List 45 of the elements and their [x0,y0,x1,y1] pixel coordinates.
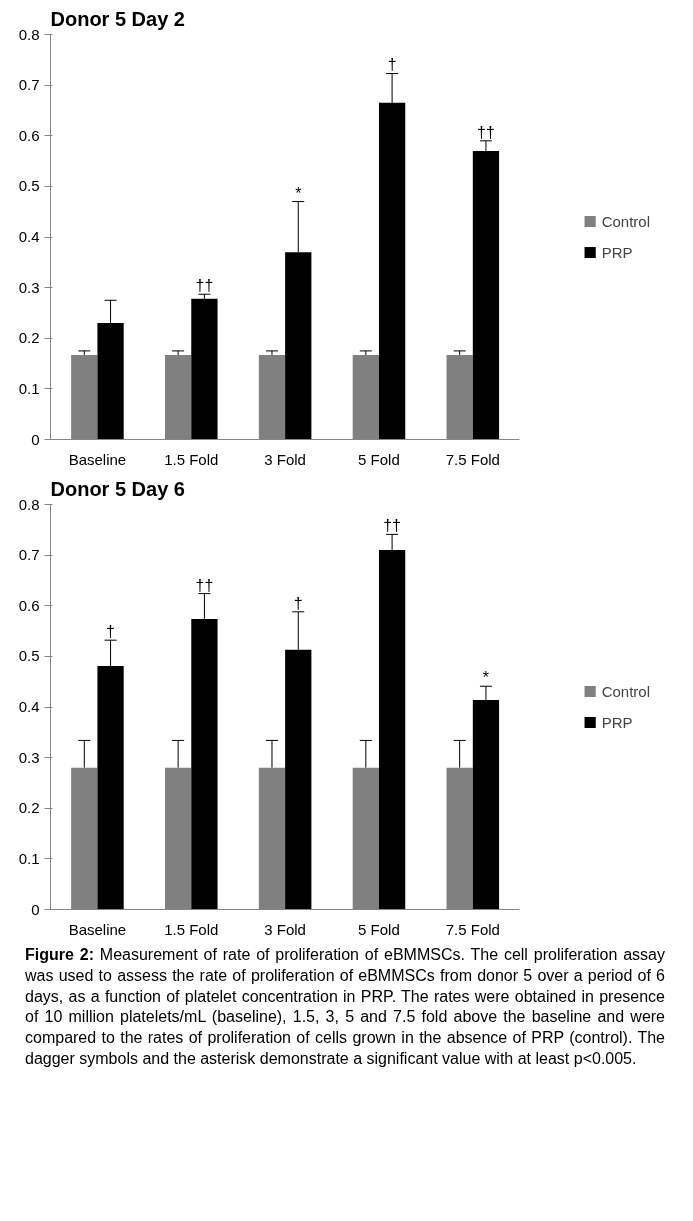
chart-title: Donor 5 Day 2 [50,7,185,30]
y-tick-label: 0.3 [18,748,40,766]
y-tick-label: 0 [31,430,40,448]
y-tick-label: 0.4 [18,698,40,715]
bar [191,298,218,440]
x-tick-label: 3 Fold [264,920,306,938]
data-label: †† [195,576,214,594]
x-tick-label: 7.5 Fold [445,450,500,468]
y-tick-label: 0.5 [18,647,40,665]
x-tick-label: 1.5 Fold [164,920,219,938]
y-tick-label: 0 [31,900,40,918]
y-tick-label: 0.1 [18,849,40,867]
legend-label: PRP [601,713,633,731]
x-tick-label: 1.5 Fold [164,450,219,468]
x-tick-label: 5 Fold [358,450,400,468]
x-tick-label: 3 Fold [264,450,306,468]
y-tick-label: 0.5 [18,177,40,195]
data-label: † [293,594,303,612]
x-tick-label: Baseline [68,450,127,468]
x-tick-label: Baseline [68,920,127,938]
y-tick-label: 0.8 [18,495,40,513]
y-tick-label: 0.7 [18,76,40,94]
y-tick-label: 0.3 [18,278,40,296]
data-label: † [106,623,116,641]
legend-label: Control [601,212,650,230]
caption: Figure 2: Measurement of rate of proliferation of eBMMSCs. The cell proliferation assay was used to assess the rate of proliferation of eBMMSCs from donor 5 over a period of 6 days, as a function of platelet concentration in PRP. The rates were obtained in presence of 10 million platelets/mL (baseline), 1.5, 3, 5 and 7.5 fold above the baseline and were compared to the rates of proliferation of cells grown in the absence of PRP (control). The dagger symbols and the asterisk demonstrate a significant value with at least p<0.005. [25,945,666,1069]
y-tick-label: 0.2 [18,799,40,817]
data-label: †† [477,123,495,141]
y-tick-label: 0.8 [18,25,40,43]
legend-label: PRP [601,243,633,261]
legend-label: Control [601,682,650,700]
data-label: * [482,669,490,687]
y-tick-label: 0.6 [18,596,40,614]
x-tick-label: 7.5 Fold [445,920,500,938]
data-label: * [295,184,302,202]
y-tick-label: 0.4 [18,228,40,245]
data-label: † [387,56,397,74]
y-tick-label: 0.6 [18,126,40,144]
y-tick-label: 0.1 [18,379,40,397]
chart-title: Donor 5 Day 6 [50,477,185,500]
data-label: †† [195,277,214,295]
y-tick-label: 0.7 [18,546,40,564]
y-tick-label: 0.2 [18,329,40,347]
data-label: †† [383,517,401,535]
x-tick-label: 5 Fold [358,920,400,938]
